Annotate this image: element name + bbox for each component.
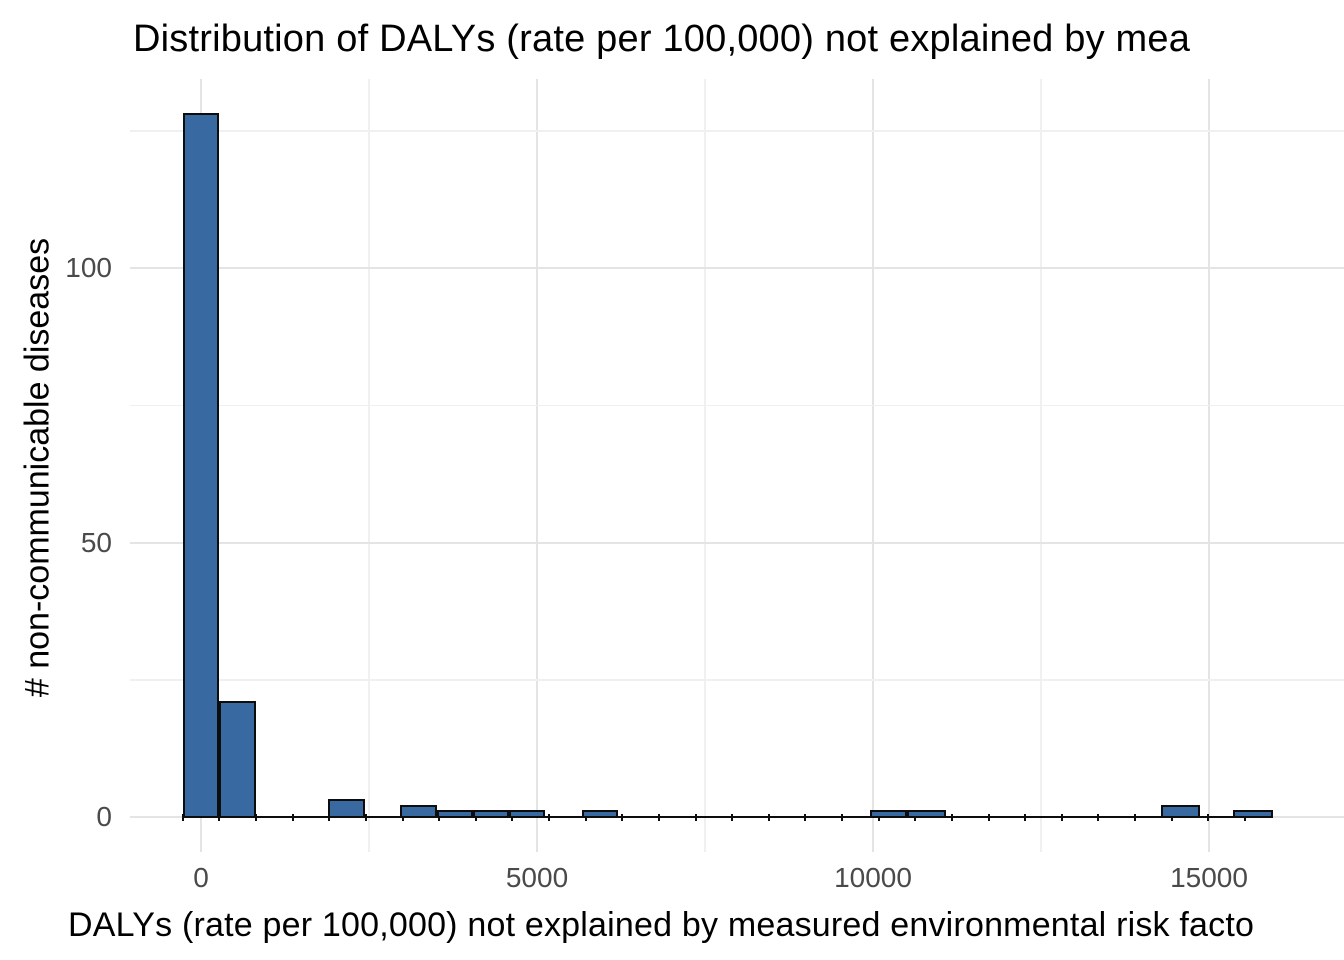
bin-edge-notch (841, 813, 844, 821)
y-gridline-minor (130, 404, 1344, 407)
y-axis-title: # non-communicable diseases (18, 237, 57, 698)
bin-edge-notch (657, 813, 660, 821)
bin-edge-notch (1024, 813, 1027, 821)
x-tick-label: 15000 (1170, 862, 1248, 893)
y-tick-label: 0 (96, 801, 112, 832)
histogram-zero-baseline (182, 815, 1273, 819)
y-gridline-major (130, 541, 1344, 544)
chart-title: Distribution of DALYs (rate per 100,000)… (133, 18, 1191, 60)
x-gridline-major (536, 79, 538, 852)
y-gridline-minor (130, 130, 1344, 132)
histogram-bar (1160, 804, 1200, 819)
histogram-bar (582, 810, 619, 819)
bin-edge-notch (1060, 813, 1063, 821)
x-gridline-major (1208, 79, 1210, 852)
histogram-bar (473, 810, 509, 819)
x-axis-title: DALYs (rate per 100,000) not explained b… (68, 906, 1255, 944)
histogram-bar (182, 113, 220, 819)
histogram-bar (436, 810, 474, 819)
histogram-bar (328, 799, 365, 819)
histogram-bar (399, 804, 437, 819)
y-gridline-major (130, 267, 1344, 270)
bin-edge-notch (291, 813, 294, 821)
x-gridline-minor (704, 79, 706, 852)
bin-edge-notch (548, 813, 551, 821)
histogram-bar (869, 810, 907, 819)
x-tick-label: 10000 (834, 862, 912, 893)
histogram-bar (1232, 810, 1273, 819)
y-tick-label: 50 (80, 526, 112, 558)
y-gridline-minor (130, 679, 1344, 681)
bin-edge-notch (364, 813, 367, 821)
histogram-bar (906, 810, 946, 819)
bin-edge-notch (987, 813, 990, 821)
bin-edge-notch (694, 813, 697, 821)
bin-edge-notch (1097, 813, 1100, 821)
histogram-bar (219, 700, 257, 819)
bin-edge-notch (1207, 813, 1210, 821)
x-gridline-minor (368, 79, 370, 852)
bin-edge-notch (621, 813, 624, 821)
y-tick-label: 100 (65, 252, 112, 284)
bin-edge-notch (804, 813, 807, 821)
x-tick-label: 0 (193, 862, 209, 893)
x-gridline-minor (1040, 79, 1042, 852)
bin-edge-notch (1134, 813, 1137, 821)
bin-edge-notch (731, 813, 734, 821)
histogram-bar (508, 810, 546, 819)
bin-edge-notch (950, 813, 953, 821)
x-tick-label: 5000 (505, 862, 569, 893)
bin-edge-notch (255, 813, 258, 821)
x-gridline-major (872, 79, 874, 852)
bin-edge-notch (767, 813, 770, 821)
